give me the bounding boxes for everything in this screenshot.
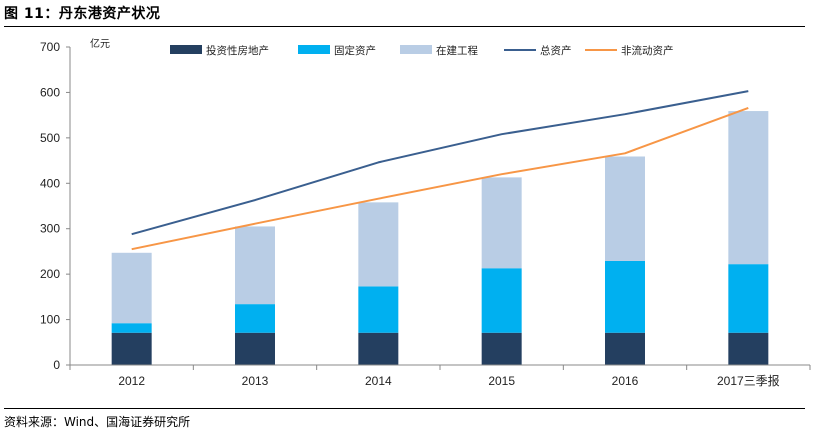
y-tick-label: 300 [40, 222, 60, 236]
bar-segment-3 [111, 252, 152, 324]
legend-label-1: 投资性房地产 [206, 44, 269, 57]
bar-segment-2 [235, 304, 275, 333]
x-axis: 2012 2013 2014 2015 2016 2017三季报 [69, 364, 811, 388]
bar-segment-2 [605, 260, 645, 333]
y-tick-label: 400 [40, 176, 60, 190]
legend-label-4: 总资产 [540, 44, 572, 57]
bar-segment-3 [358, 202, 399, 287]
bar-segment-3 [728, 111, 769, 265]
bar-segment-3 [235, 226, 275, 305]
bar-segment-2 [481, 268, 522, 333]
y-axis-unit-label: 亿元 [90, 37, 110, 50]
title-rule [4, 26, 805, 27]
legend: 投资性房地产 固定资产 在建工程 总资产 非流动资产 [170, 44, 674, 57]
x-tick-label: 2016 [612, 374, 639, 388]
figure-title: 图 11：丹东港资产状况 [4, 6, 161, 22]
bar-segment-1 [235, 332, 275, 365]
bar-segment-2 [358, 286, 399, 333]
y-tick-label: 700 [40, 40, 60, 54]
bars-layer [111, 111, 769, 365]
y-axis: 0 100 200 300 400 500 600 700 [40, 40, 71, 372]
bar-segment-3 [481, 177, 522, 269]
bar-segment-3 [605, 156, 645, 261]
x-tick-label: 2017三季报 [717, 373, 780, 388]
series-line-5 [131, 106, 749, 251]
y-tick-label: 600 [40, 85, 60, 99]
y-tick-label: 100 [40, 313, 60, 327]
x-tick-label: 2012 [118, 374, 145, 388]
x-tick-label: 2015 [488, 374, 515, 388]
legend-label-5: 非流动资产 [621, 44, 674, 57]
bar-segment-1 [728, 332, 769, 365]
bar-segment-1 [481, 332, 522, 365]
legend-label-2: 固定资产 [334, 44, 376, 57]
bar-segment-2 [728, 264, 769, 333]
source-rule [4, 408, 805, 409]
bar-segment-1 [605, 332, 645, 365]
lines-layer [131, 90, 749, 251]
bar-segment-1 [111, 332, 152, 365]
legend-label-3: 在建工程 [436, 44, 478, 57]
y-tick-label: 500 [40, 131, 60, 145]
legend-swatch-3 [400, 45, 432, 54]
y-tick-label: 200 [40, 267, 60, 281]
x-tick-label: 2014 [365, 374, 392, 388]
source-note: 资料来源：Wind、国海证券研究所 [4, 415, 191, 429]
bar-segment-2 [111, 323, 152, 333]
bar-segment-1 [358, 332, 399, 365]
series-line-4 [131, 90, 749, 236]
legend-swatch-2 [298, 45, 330, 54]
legend-swatch-1 [170, 45, 202, 54]
x-tick-label: 2013 [242, 374, 269, 388]
y-tick-label: 0 [53, 358, 60, 372]
